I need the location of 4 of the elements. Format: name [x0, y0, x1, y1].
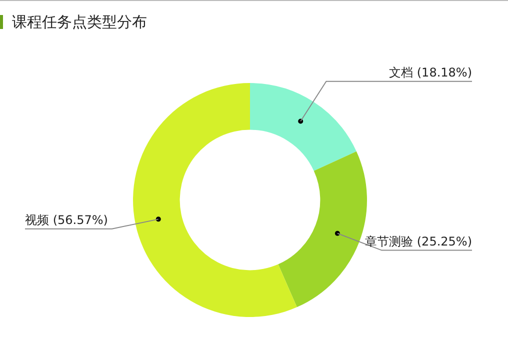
slice-label: 文档 (18.18%): [389, 66, 472, 80]
slice-label: 章节测验 (25.25%): [365, 234, 472, 248]
chart-title: 课程任务点类型分布: [12, 12, 147, 32]
slice-label: 视频 (56.57%): [25, 213, 108, 228]
